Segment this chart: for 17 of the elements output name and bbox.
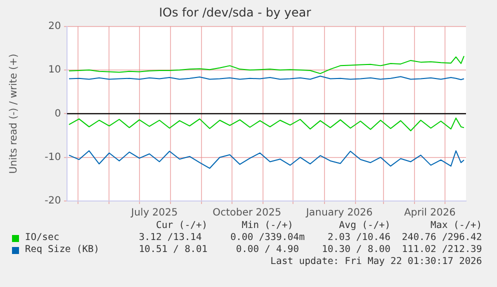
y-tick-label: 0	[54, 108, 61, 120]
y-tick-label: 20	[48, 20, 61, 32]
x-tick-label: April 2026	[404, 208, 456, 219]
y-tick-label: 10	[48, 64, 61, 76]
text: 10.51 / 8.01 0.00 / 4.90 10.30 / 8.00 111.02 /212.39	[138, 244, 482, 256]
x-tick-label: July 2025	[130, 208, 178, 219]
y-tick-label: -10	[44, 152, 61, 163]
y-axis-title: Units read (-) / write (+)	[8, 54, 20, 174]
text: Last update: Fri May 22 01:30:17 2026	[269, 256, 482, 268]
x-tick-label: October 2025	[212, 208, 282, 219]
text: Cur (-/+) Min (-/+) Avg (-/+) Max (-/+)	[154, 220, 482, 232]
legend-label: Req Size (KB)	[25, 244, 100, 256]
chart-title: IOs for /dev/sda - by year	[158, 5, 312, 20]
x-tick-label: January 2026	[305, 208, 373, 219]
y-tick-label: -20	[44, 196, 61, 207]
legend-label: IO/sec	[25, 232, 60, 244]
text: 3.12 /13.14 0.00 /339.04m 2.03 /10.46 240.76 /296.42	[138, 232, 482, 244]
